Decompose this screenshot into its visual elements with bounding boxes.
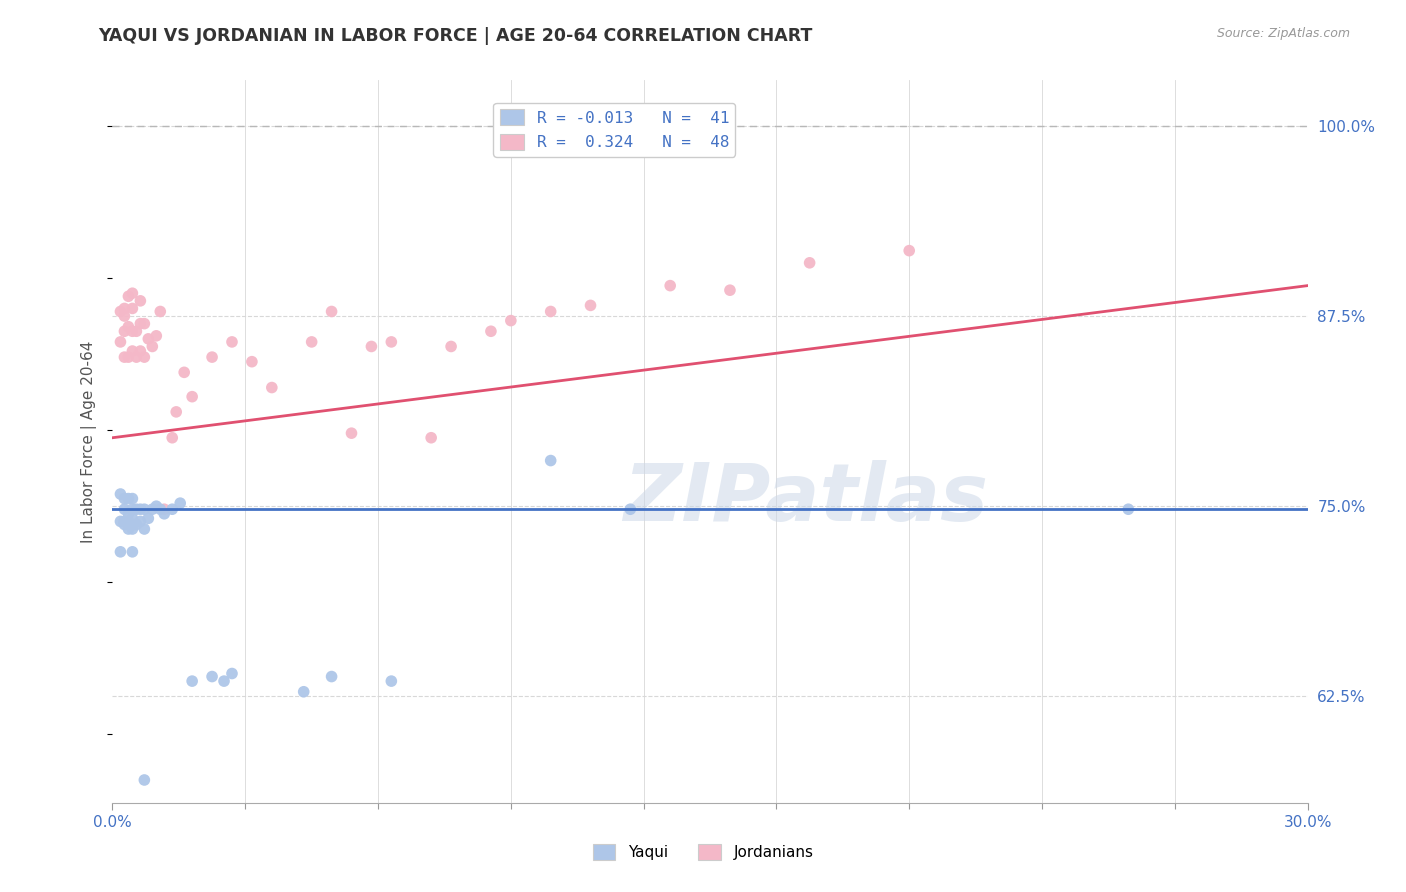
Point	[440, 339, 463, 353]
Point	[141, 502, 163, 516]
Point	[110, 545, 132, 559]
Point	[138, 332, 160, 346]
Point	[114, 350, 135, 364]
Point	[110, 334, 132, 349]
Point	[1118, 502, 1140, 516]
Text: ZIPatlas: ZIPatlas	[623, 460, 988, 539]
Point	[125, 502, 148, 516]
Point	[125, 350, 148, 364]
Point	[129, 317, 152, 331]
Point	[380, 674, 402, 689]
Point	[260, 380, 283, 394]
Point	[181, 390, 204, 404]
Point	[173, 365, 195, 379]
Point	[540, 453, 562, 467]
Point	[110, 487, 132, 501]
Point	[117, 491, 139, 506]
Point	[162, 431, 183, 445]
Point	[121, 324, 143, 338]
Point	[125, 517, 148, 532]
Point	[201, 350, 224, 364]
Point	[121, 286, 143, 301]
Point	[121, 511, 143, 525]
Point	[201, 669, 224, 683]
Point	[240, 354, 263, 368]
Point	[114, 515, 135, 529]
Point	[149, 502, 172, 516]
Point	[129, 293, 152, 308]
Point	[169, 496, 191, 510]
Point	[799, 256, 821, 270]
Point	[121, 344, 143, 359]
Point	[145, 499, 167, 513]
Point	[360, 339, 382, 353]
Point	[212, 674, 235, 689]
Point	[165, 405, 187, 419]
Point	[380, 334, 402, 349]
Point	[221, 666, 243, 681]
Y-axis label: In Labor Force | Age 20-64: In Labor Force | Age 20-64	[80, 341, 97, 542]
Point	[149, 304, 172, 318]
Point	[114, 502, 135, 516]
Point	[153, 507, 176, 521]
Point	[114, 301, 135, 316]
Point	[718, 283, 741, 297]
Point	[153, 502, 176, 516]
Point	[420, 431, 443, 445]
Point	[117, 515, 139, 529]
Point	[117, 319, 139, 334]
Point	[479, 324, 502, 338]
Point	[499, 313, 522, 327]
Point	[138, 511, 160, 525]
Point	[134, 772, 156, 787]
Point	[540, 304, 562, 318]
Point	[121, 491, 143, 506]
Point	[659, 278, 682, 293]
Point	[579, 298, 602, 312]
Legend: R = -0.013   N =  41, R =  0.324   N =  48: R = -0.013 N = 41, R = 0.324 N = 48	[494, 103, 735, 157]
Point	[110, 515, 132, 529]
Text: Source: ZipAtlas.com: Source: ZipAtlas.com	[1216, 27, 1350, 40]
Point	[619, 502, 641, 516]
Point	[221, 334, 243, 349]
Point	[121, 502, 143, 516]
Point	[125, 324, 148, 338]
Point	[340, 426, 363, 441]
Point	[121, 301, 143, 316]
Point	[141, 339, 163, 353]
Point	[898, 244, 921, 258]
Point	[117, 522, 139, 536]
Point	[321, 304, 343, 318]
Legend: Yaqui, Jordanians: Yaqui, Jordanians	[586, 838, 820, 866]
Point	[134, 502, 156, 516]
Point	[134, 317, 156, 331]
Point	[114, 517, 135, 532]
Point	[181, 674, 204, 689]
Point	[301, 334, 323, 349]
Point	[129, 344, 152, 359]
Point	[117, 507, 139, 521]
Point	[110, 304, 132, 318]
Point	[129, 502, 152, 516]
Point	[114, 309, 135, 323]
Point	[129, 515, 152, 529]
Point	[121, 545, 143, 559]
Point	[134, 350, 156, 364]
Point	[134, 522, 156, 536]
Text: YAQUI VS JORDANIAN IN LABOR FORCE | AGE 20-64 CORRELATION CHART: YAQUI VS JORDANIAN IN LABOR FORCE | AGE …	[98, 27, 813, 45]
Point	[162, 502, 183, 516]
Point	[121, 522, 143, 536]
Point	[114, 515, 135, 529]
Point	[114, 324, 135, 338]
Point	[117, 289, 139, 303]
Point	[321, 669, 343, 683]
Point	[117, 350, 139, 364]
Point	[292, 685, 315, 699]
Point	[145, 328, 167, 343]
Point	[114, 491, 135, 506]
